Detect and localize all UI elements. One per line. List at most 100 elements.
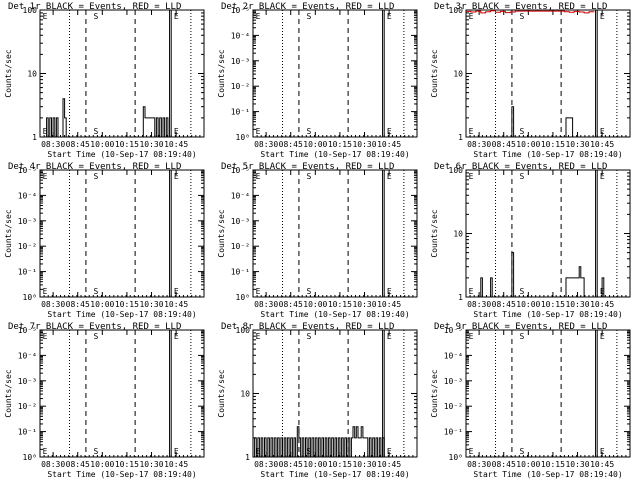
x-tick-label: 10:30 bbox=[352, 140, 376, 149]
x-tick-label: 10:45 bbox=[590, 140, 614, 149]
chart-title: Det 4r BLACK = Events, RED = LLD bbox=[8, 162, 181, 172]
plot-frame bbox=[465, 9, 631, 138]
x-tick-label: 10:30 bbox=[352, 300, 376, 309]
y-tick-label: 10⁻¹ bbox=[231, 268, 250, 277]
marker-label: E bbox=[43, 172, 48, 181]
x-tick-label: 10:30 bbox=[565, 300, 589, 309]
marker-label: S bbox=[306, 12, 311, 21]
marker-label: E bbox=[387, 172, 392, 181]
x-tick-label: 08:45 bbox=[492, 460, 516, 469]
x-tick-label: 10:30 bbox=[565, 140, 589, 149]
y-axis-label: Counts/sec bbox=[217, 209, 226, 257]
x-tick-label: 10:00 bbox=[516, 460, 540, 469]
marker-label: E bbox=[387, 127, 392, 136]
marker-label: E bbox=[174, 127, 179, 136]
marker-label: E bbox=[600, 12, 605, 21]
y-tick-label: 100 bbox=[23, 6, 38, 15]
marker-label: S bbox=[93, 127, 98, 136]
y-tick-label: 10⁻¹ bbox=[18, 268, 37, 277]
x-tick-label: 08:45 bbox=[66, 140, 90, 149]
plot-frame bbox=[252, 169, 418, 298]
y-tick-label: 10⁰ bbox=[449, 453, 463, 462]
y-axis-label: Counts/sec bbox=[430, 369, 439, 417]
chart-title: Det 6r BLACK = Events, RED = LLD bbox=[434, 162, 607, 172]
x-tick-label: 10:00 bbox=[90, 460, 114, 469]
chart-title: Det 2r BLACK = Events, RED = LLD bbox=[221, 2, 394, 12]
chart-title: Det 8r BLACK = Events, RED = LLD bbox=[221, 322, 394, 332]
x-tick-label: 10:00 bbox=[303, 140, 327, 149]
chart-title: Det 1r BLACK = Events, RED = LLD bbox=[8, 2, 181, 12]
x-tick-label: 08:45 bbox=[66, 460, 90, 469]
marker-label: S bbox=[306, 287, 311, 296]
x-tick-label: 10:15 bbox=[328, 300, 352, 309]
marker-label: S bbox=[306, 172, 311, 181]
y-tick-label: 10⁰ bbox=[236, 293, 250, 302]
marker-label: E bbox=[43, 12, 48, 21]
x-tick-label: 10:30 bbox=[352, 460, 376, 469]
x-tick-label: 10:00 bbox=[90, 300, 114, 309]
x-tick-label: 08:30 bbox=[41, 140, 65, 149]
x-tick-label: 10:00 bbox=[303, 460, 327, 469]
y-tick-label: 10⁻⁵ bbox=[18, 326, 37, 335]
y-tick-label: 10⁻⁴ bbox=[18, 351, 37, 360]
x-axis-label: Start Time (10-Sep-17 08:19:40) bbox=[473, 310, 622, 319]
marker-label: E bbox=[43, 332, 48, 341]
y-tick-label: 1 bbox=[245, 453, 250, 462]
chart-panel-5: Det 5r BLACK = Events, RED = LLD 10⁰ 10⁻¹ 1… bbox=[217, 162, 418, 319]
y-tick-label: 100 bbox=[236, 326, 251, 335]
y-tick-label: 10⁻³ bbox=[18, 377, 37, 386]
x-tick-label: 08:45 bbox=[492, 300, 516, 309]
x-tick-label: 10:15 bbox=[115, 300, 139, 309]
marker-label: E bbox=[469, 172, 474, 181]
x-tick-label: 10:15 bbox=[328, 140, 352, 149]
chart-panel-3: Det 3r BLACK = Events, RED = LLD 1 10 100 08… bbox=[430, 2, 631, 159]
plot-frame bbox=[252, 9, 418, 138]
x-tick-label: 10:30 bbox=[139, 300, 163, 309]
x-tick-label: 10:15 bbox=[115, 460, 139, 469]
marker-label: S bbox=[519, 12, 524, 21]
marker-label: E bbox=[469, 12, 474, 21]
y-tick-label: 10⁻² bbox=[231, 242, 250, 251]
series-line-1 bbox=[479, 252, 605, 298]
marker-label: E bbox=[256, 172, 261, 181]
marker-label: E bbox=[43, 127, 48, 136]
marker-label: E bbox=[600, 447, 605, 456]
series-line-1 bbox=[40, 98, 172, 138]
marker-label: E bbox=[43, 447, 48, 456]
y-tick-label: 10⁰ bbox=[23, 293, 37, 302]
x-tick-label: 10:30 bbox=[139, 140, 163, 149]
x-tick-label: 10:45 bbox=[377, 300, 401, 309]
plot-frame bbox=[39, 329, 205, 458]
y-tick-label: 10⁻² bbox=[18, 402, 37, 411]
y-tick-label: 10⁰ bbox=[23, 453, 37, 462]
y-tick-label: 10 bbox=[453, 70, 463, 79]
y-tick-label: 10 bbox=[27, 70, 37, 79]
marker-label: S bbox=[519, 447, 524, 456]
y-tick-label: 10⁻⁴ bbox=[231, 31, 250, 40]
y-tick-label: 10⁻⁴ bbox=[444, 351, 463, 360]
marker-label: S bbox=[519, 287, 524, 296]
x-axis-label: Start Time (10-Sep-17 08:19:40) bbox=[260, 310, 409, 319]
plot-frame bbox=[465, 329, 631, 458]
x-tick-label: 08:30 bbox=[254, 140, 278, 149]
x-tick-label: 10:15 bbox=[541, 460, 565, 469]
y-axis-label: Counts/sec bbox=[217, 369, 226, 417]
plot-frame bbox=[39, 169, 205, 298]
marker-label: E bbox=[256, 287, 261, 296]
y-tick-label: 10⁻⁵ bbox=[18, 166, 37, 175]
y-tick-label: 100 bbox=[449, 166, 464, 175]
x-tick-label: 10:00 bbox=[516, 300, 540, 309]
y-tick-label: 10⁻⁵ bbox=[444, 326, 463, 335]
y-tick-label: 1 bbox=[458, 293, 463, 302]
x-tick-label: 10:45 bbox=[377, 460, 401, 469]
x-tick-label: 08:45 bbox=[66, 300, 90, 309]
y-axis-label: Counts/sec bbox=[430, 209, 439, 257]
y-axis-label: Counts/sec bbox=[430, 49, 439, 97]
x-tick-label: 08:45 bbox=[279, 140, 303, 149]
y-tick-label: 10⁻³ bbox=[231, 57, 250, 66]
marker-label: E bbox=[387, 12, 392, 21]
x-tick-label: 08:30 bbox=[467, 300, 491, 309]
x-tick-label: 10:15 bbox=[115, 140, 139, 149]
y-tick-label: 10 bbox=[240, 390, 250, 399]
